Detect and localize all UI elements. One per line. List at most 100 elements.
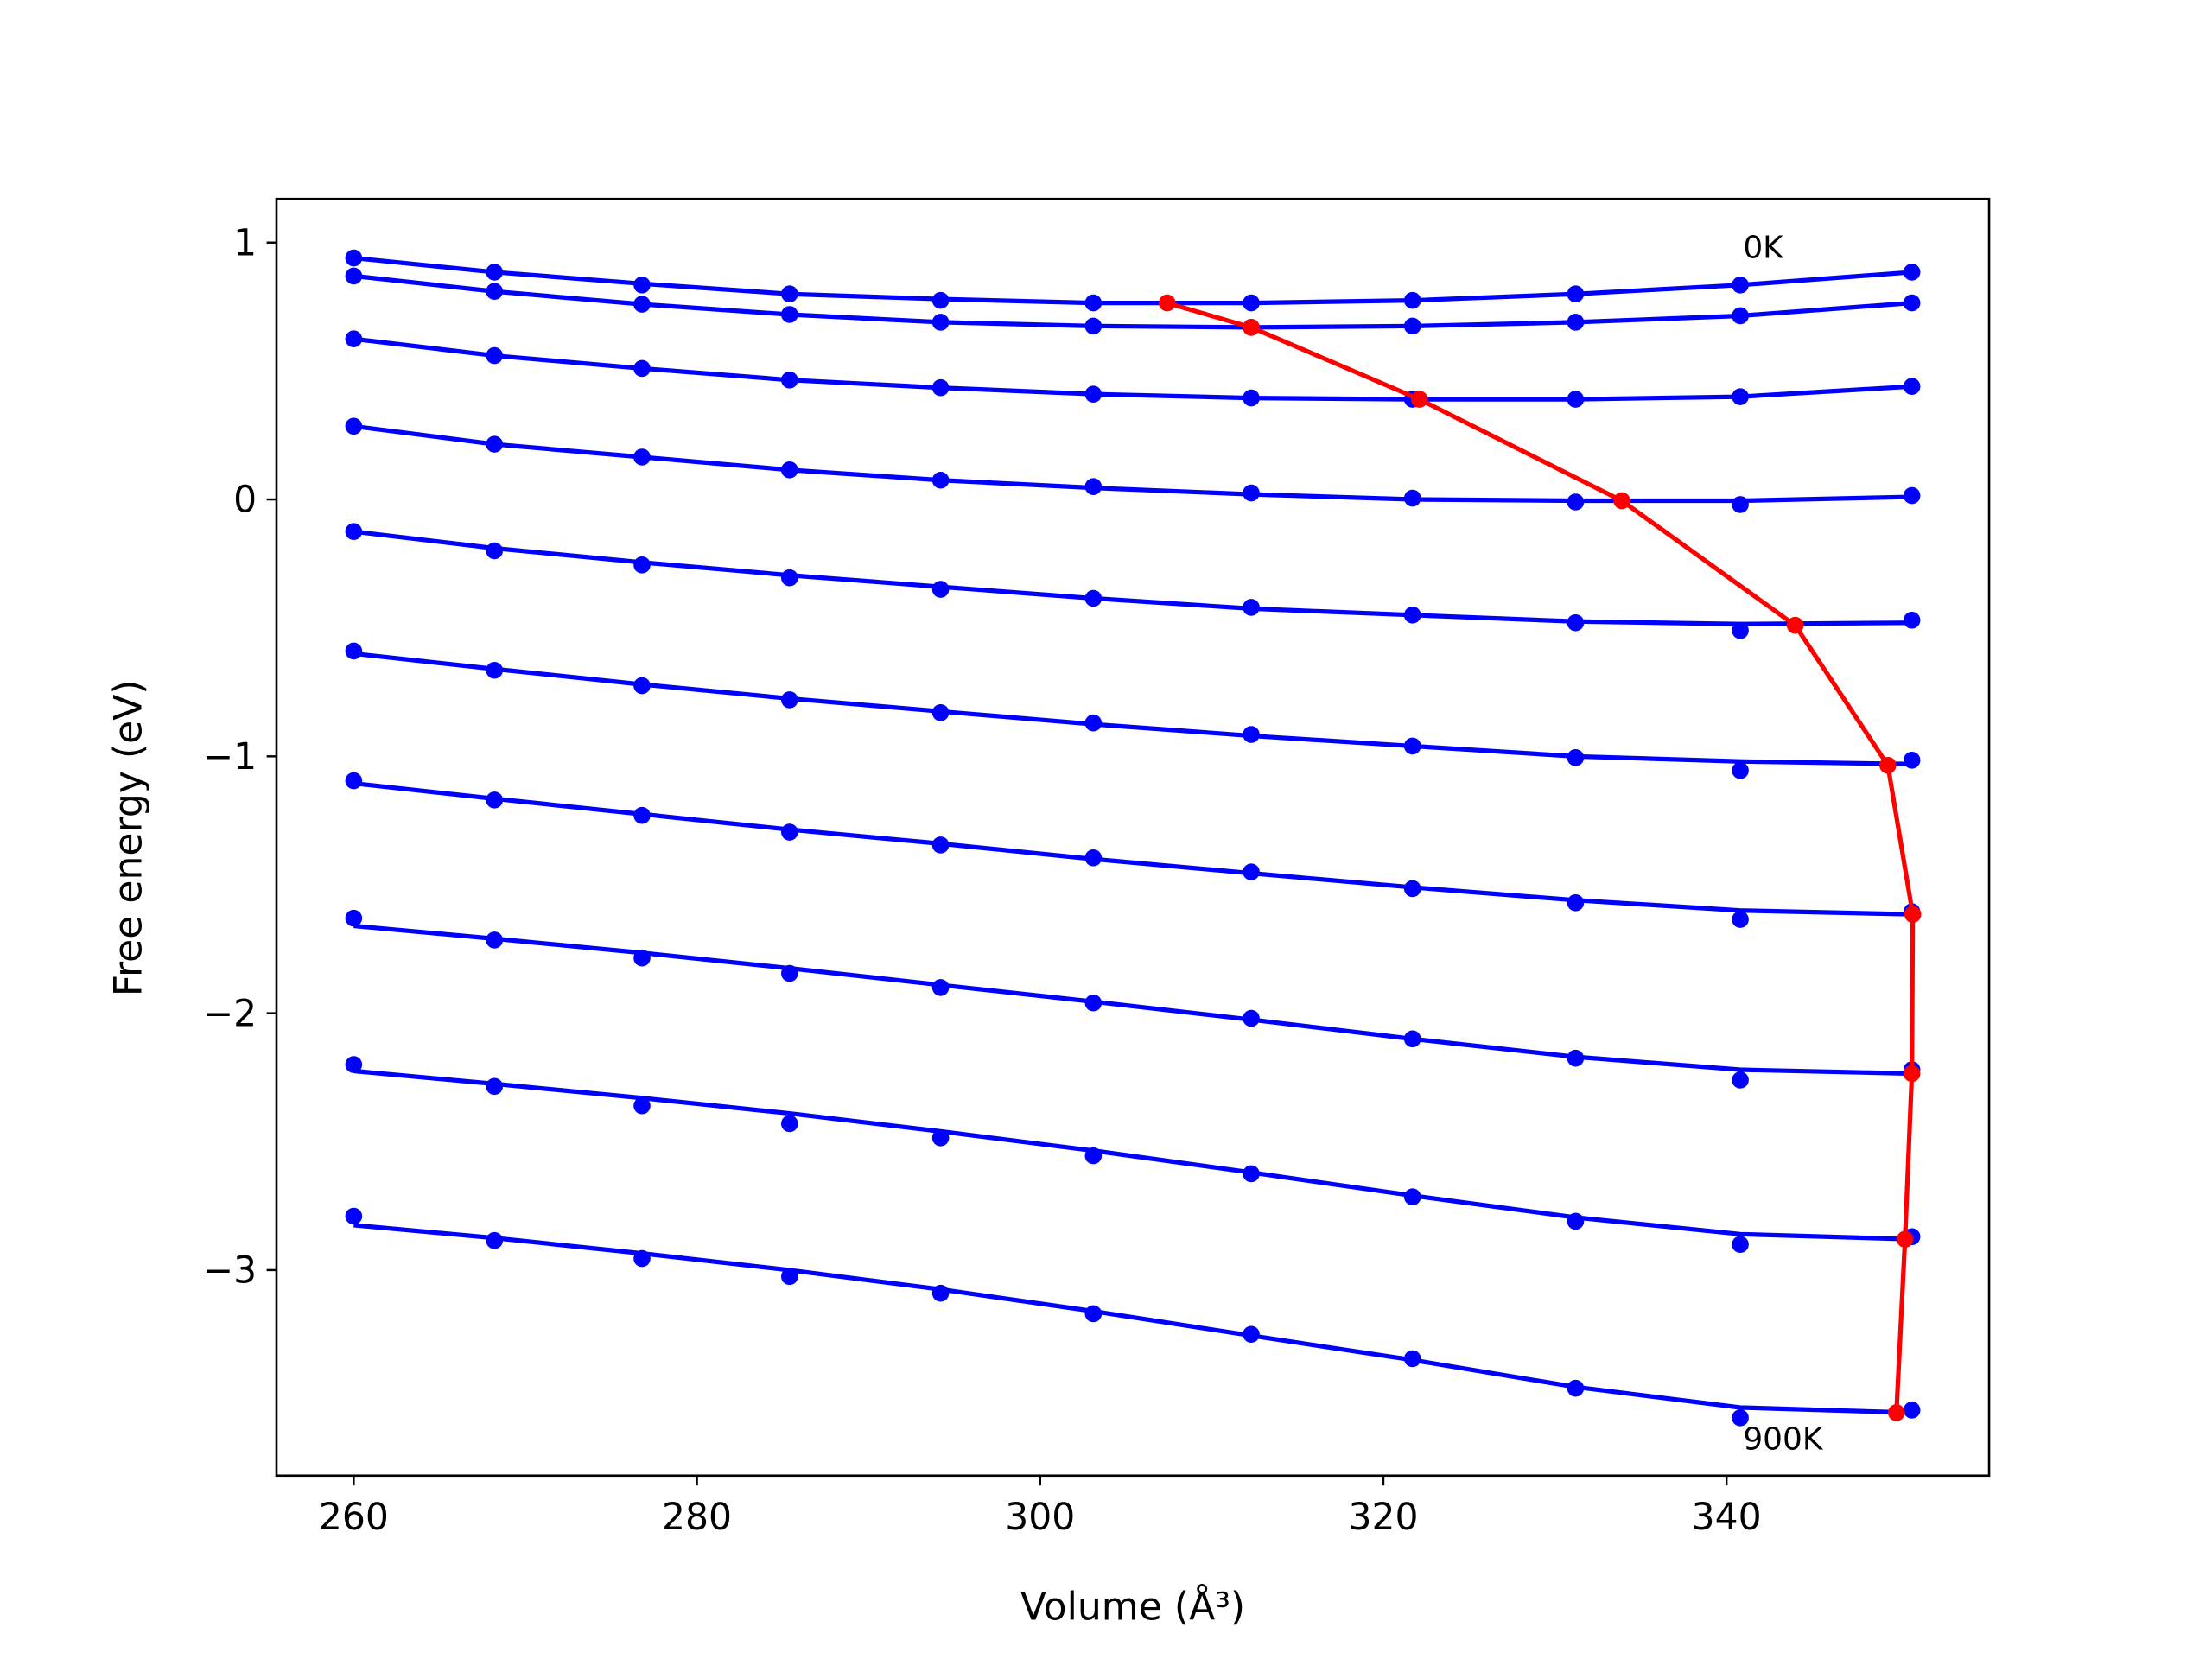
x-tick-label: 300: [1005, 1497, 1075, 1539]
y-tick-label: −3: [203, 1250, 257, 1293]
data-point: [633, 806, 651, 824]
data-point: [1243, 1325, 1260, 1344]
data-point: [1084, 1147, 1103, 1165]
minimum-point: [1613, 492, 1630, 510]
minimum-point: [1410, 391, 1428, 408]
data-point: [1567, 285, 1585, 302]
data-point: [1567, 749, 1585, 766]
data-point: [345, 267, 363, 285]
minimum-point: [1903, 1065, 1921, 1083]
data-point: [633, 296, 651, 313]
data-point: [781, 1115, 798, 1133]
data-point: [1903, 486, 1921, 505]
data-point: [1903, 264, 1921, 281]
x-tick-label: 260: [319, 1497, 389, 1539]
data-point: [1732, 1409, 1749, 1427]
y-tick-label: −1: [203, 736, 257, 779]
data-point: [345, 642, 363, 660]
data-point: [633, 677, 651, 695]
data-point: [1567, 1379, 1585, 1397]
minimum-point: [1786, 616, 1804, 634]
data-point: [1084, 714, 1103, 732]
data-point: [931, 979, 950, 996]
data-point: [1243, 599, 1260, 616]
data-point: [633, 276, 651, 294]
y-tick-label: −2: [203, 993, 257, 1035]
data-point: [1732, 761, 1749, 779]
data-point: [1243, 294, 1260, 312]
data-point: [345, 772, 363, 790]
data-point: [345, 1056, 363, 1073]
minimum-point: [1158, 294, 1176, 312]
data-point: [345, 330, 363, 348]
plot-frame: [275, 197, 1991, 1478]
data-point: [1243, 484, 1260, 502]
data-point: [1732, 1236, 1749, 1253]
data-point: [1403, 737, 1421, 755]
data-point: [486, 346, 504, 365]
data-point: [345, 523, 363, 540]
y-tick-label: 0: [233, 480, 257, 522]
x-tick-label: 320: [1348, 1497, 1418, 1539]
data-point: [931, 471, 950, 489]
minima-line: [1166, 301, 1916, 1414]
data-point: [633, 1096, 651, 1115]
minimum-point: [1243, 319, 1260, 336]
data-point: [931, 581, 950, 598]
data-point: [1403, 291, 1421, 309]
data-point: [486, 791, 504, 809]
data-point: [1903, 378, 1921, 396]
minimum-point: [1879, 756, 1897, 774]
data-point: [1567, 1212, 1585, 1230]
data-point: [1903, 751, 1921, 769]
data-point: [345, 417, 363, 435]
data-point: [1403, 1030, 1421, 1048]
data-point: [633, 556, 651, 574]
data-point: [1084, 317, 1103, 335]
data-point: [781, 569, 798, 587]
data-point: [1084, 385, 1103, 403]
data-point: [931, 1129, 950, 1147]
data-point: [486, 1077, 504, 1096]
data-point: [486, 931, 504, 949]
y-axis-label: Free energy (eV): [106, 679, 150, 996]
data-point: [1732, 307, 1749, 325]
data-point: [633, 448, 651, 466]
data-point: [1903, 294, 1921, 312]
data-point: [486, 435, 504, 453]
data-point: [1403, 1188, 1421, 1205]
data-point: [931, 378, 950, 397]
data-point: [486, 264, 504, 281]
data-point: [1732, 911, 1749, 928]
data-point: [1243, 863, 1260, 880]
data-point: [633, 1249, 651, 1268]
data-point: [1567, 1049, 1585, 1067]
data-point: [931, 703, 950, 721]
data-point: [1403, 1350, 1421, 1368]
data-point: [633, 359, 651, 378]
data-point: [781, 461, 798, 479]
data-point: [781, 306, 798, 323]
data-point: [1084, 994, 1103, 1012]
data-point: [781, 691, 798, 709]
data-point: [781, 823, 798, 841]
minimum-point: [1896, 1230, 1914, 1249]
data-point: [1403, 607, 1421, 624]
data-point: [486, 283, 504, 301]
data-point: [931, 291, 950, 309]
data-point: [1567, 314, 1585, 331]
data-point: [345, 909, 363, 927]
data-point: [1084, 1305, 1103, 1323]
data-point: [1567, 893, 1585, 912]
x-tick-label: 280: [662, 1497, 732, 1539]
data-point: [486, 1231, 504, 1249]
x-tick-label: 340: [1692, 1497, 1762, 1539]
minimum-point: [1904, 906, 1922, 923]
data-point: [1732, 1071, 1749, 1089]
y-tick-label: 1: [233, 222, 257, 264]
data-point: [1243, 726, 1260, 743]
data-point: [1732, 621, 1749, 639]
data-point: [1567, 613, 1585, 632]
data-point: [1243, 1165, 1260, 1183]
